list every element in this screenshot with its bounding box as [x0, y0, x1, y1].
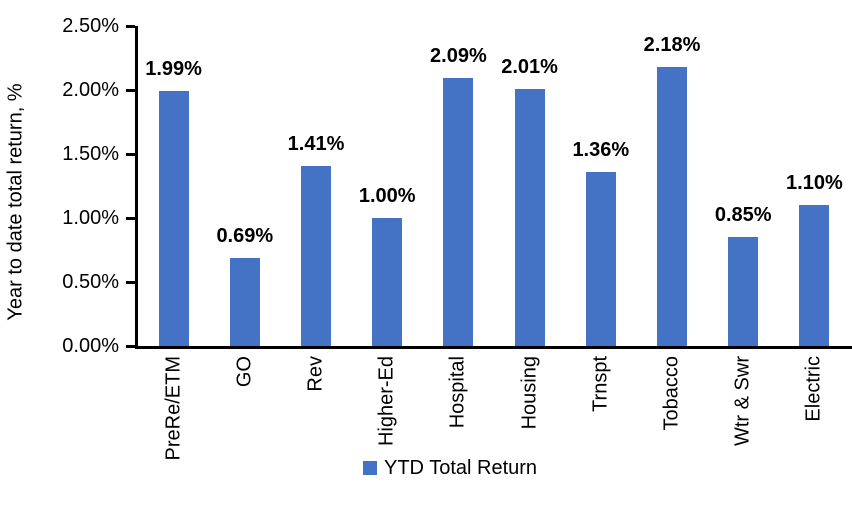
bar — [301, 165, 331, 346]
bar — [372, 218, 403, 346]
legend-label: YTD Total Return — [384, 456, 538, 479]
y-tick-label: 0.50% — [62, 271, 119, 293]
x-category-label: GO — [233, 356, 256, 388]
x-category-label: Rev — [304, 356, 327, 392]
x-category-label: Tobacco — [660, 356, 683, 431]
bar — [728, 237, 759, 346]
y-tick-mark — [126, 280, 135, 284]
y-tick-mark — [126, 88, 135, 92]
y-tick-label: 0.00% — [62, 335, 119, 357]
bar-value-label: 0.69% — [216, 224, 274, 247]
bar — [443, 78, 474, 346]
bar-value-label: 1.36% — [572, 138, 630, 161]
legend: YTD Total Return — [363, 456, 537, 480]
legend-swatch-icon — [363, 461, 377, 475]
bar — [585, 171, 616, 346]
bar-value-label: 0.85% — [714, 204, 772, 227]
y-tick-label: 2.00% — [62, 79, 119, 101]
x-category-label: PreRe/ETM — [162, 356, 185, 461]
y-tick-mark — [126, 216, 135, 220]
y-tick-mark — [126, 152, 135, 156]
bar-value-label: 1.00% — [358, 185, 416, 207]
bar-value-label: 1.41% — [287, 132, 345, 155]
x-category-label: Wtr & Swr — [731, 356, 754, 446]
y-tick-label: 1.00% — [62, 207, 119, 229]
x-category-label: Higher-Ed — [375, 356, 398, 447]
x-category-label: Hospital — [446, 356, 469, 429]
bar-value-label: 1.99% — [145, 58, 202, 81]
bar — [158, 91, 189, 346]
x-category-label: Electric — [802, 356, 825, 422]
y-tick-mark — [126, 24, 135, 28]
y-tick-label: 1.50% — [62, 143, 119, 165]
y-tick-label: 2.50% — [62, 15, 119, 37]
bar — [657, 66, 687, 346]
y-tick-mark — [126, 344, 135, 348]
bar-value-label: 2.01% — [501, 55, 558, 78]
x-axis-line — [135, 346, 852, 349]
bar-value-label: 2.18% — [643, 33, 701, 56]
bar — [229, 257, 260, 346]
x-category-label: Trnspt — [589, 356, 612, 412]
bar-value-label: 1.10% — [786, 172, 843, 195]
bar — [514, 88, 545, 346]
bar-value-label: 2.09% — [430, 45, 487, 68]
y-axis-line — [135, 26, 138, 349]
bar — [799, 205, 830, 346]
x-category-label: Housing — [518, 356, 541, 430]
